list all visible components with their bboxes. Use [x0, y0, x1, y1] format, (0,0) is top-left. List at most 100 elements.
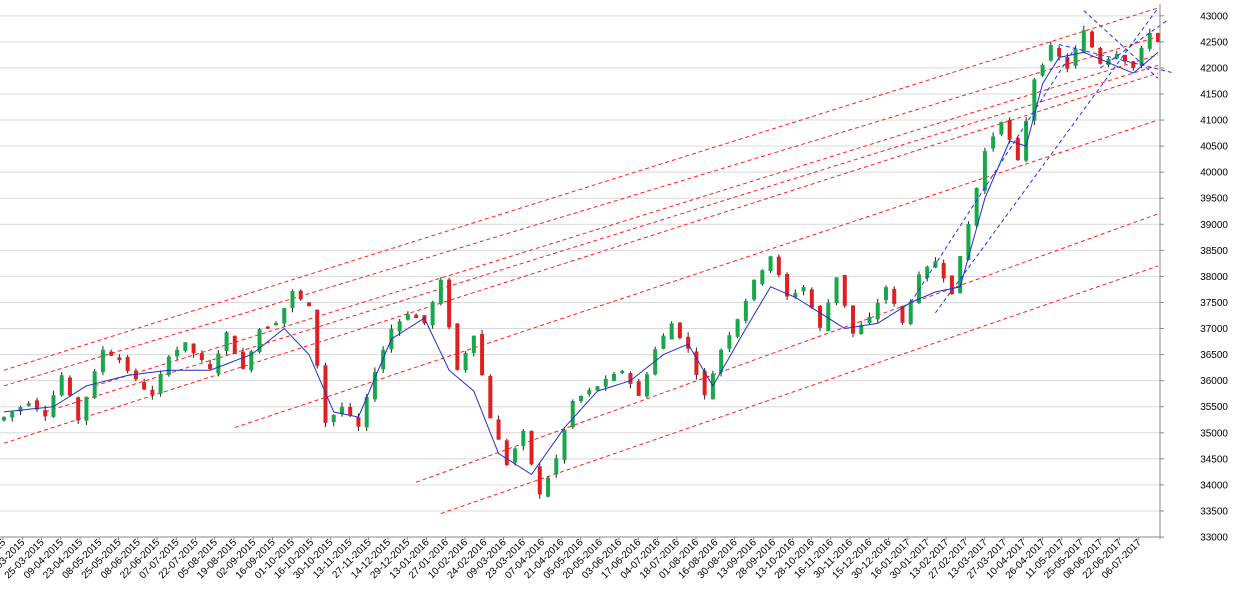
candle-up [661, 335, 666, 349]
candle-down [949, 275, 954, 295]
candle-down [686, 336, 691, 349]
channel-line [935, 7, 1159, 314]
candle-up [18, 407, 23, 412]
trend-line [94, 54, 1159, 387]
candle-down [677, 322, 682, 339]
candle-up [982, 151, 987, 191]
candle-up [397, 321, 402, 332]
channel-line [1058, 43, 1175, 74]
trend-line [3, 7, 1159, 371]
candle-up [719, 349, 724, 373]
candle-up [438, 279, 443, 304]
channel-line [1083, 10, 1159, 79]
candle-up [92, 371, 97, 398]
candle-up [554, 458, 559, 475]
candle-up [859, 325, 864, 335]
y-tick-label: 37000 [1200, 324, 1228, 335]
candle-up [166, 356, 171, 376]
candle-down [818, 305, 823, 328]
y-tick-label: 41500 [1200, 89, 1228, 100]
candle-down [34, 400, 39, 410]
candle-down [1090, 31, 1095, 48]
candle-up [1147, 32, 1152, 49]
candle-down [496, 419, 501, 440]
candle-down [941, 263, 946, 279]
x-axis: 25-02-201511-03-201525-03-201509-04-2015… [0, 536, 1160, 581]
candle-down [1015, 137, 1020, 161]
y-tick-label: 35000 [1200, 428, 1228, 439]
candle-down [191, 343, 196, 354]
candle-down [892, 288, 897, 304]
candle-down [488, 376, 493, 419]
candle-up [826, 302, 831, 332]
candle-up [216, 353, 221, 374]
candle-down [142, 382, 147, 390]
candle-down [851, 305, 856, 334]
candle-up [364, 396, 369, 428]
candle-up [768, 256, 773, 272]
candle-down [232, 335, 237, 354]
candle-up [867, 316, 872, 324]
candle-down [447, 279, 452, 328]
candle-up [801, 287, 806, 292]
candle-up [991, 136, 996, 149]
candle-down [1065, 57, 1070, 69]
candle-down [133, 370, 138, 380]
candle-down [809, 289, 814, 308]
candle-up [1048, 45, 1053, 61]
candle-down [348, 406, 353, 416]
candle-down [76, 397, 81, 421]
trend-lines [3, 7, 1159, 515]
candle-up [958, 256, 963, 294]
candle-up [274, 323, 279, 326]
candle-up [1024, 120, 1029, 161]
candle-up [339, 406, 344, 414]
candle-down [636, 381, 641, 396]
y-tick-label: 39000 [1200, 220, 1228, 231]
y-tick-label: 40000 [1200, 168, 1228, 179]
candle-up [1081, 30, 1086, 53]
candle-up [249, 351, 254, 371]
candle-up [793, 293, 798, 298]
candle-up [587, 390, 592, 395]
candle-up [562, 429, 567, 461]
candle-up [1032, 79, 1037, 121]
candle-down [504, 440, 509, 465]
candle-down [306, 302, 311, 307]
y-tick-label: 36500 [1200, 350, 1228, 361]
candle-up [282, 308, 287, 324]
candle-up [471, 335, 476, 354]
candle-down [241, 351, 246, 369]
candle-down [356, 417, 361, 427]
candle-up [224, 332, 229, 351]
candle-up [875, 302, 880, 320]
candle-down [694, 351, 699, 375]
candle-up [10, 411, 15, 418]
y-tick-label: 42500 [1200, 37, 1228, 48]
candle-down [199, 353, 204, 360]
channel-line [910, 46, 1076, 303]
y-axis: 33000 33500 34000 34500 35000 35500 36000 36500… [1159, 4, 1228, 544]
y-tick-label: 33000 [1200, 533, 1228, 544]
candle-up [974, 187, 979, 226]
y-tick-label: 42000 [1200, 63, 1228, 74]
candle-down [109, 351, 114, 356]
candle-up [430, 301, 435, 326]
candles [2, 25, 1160, 499]
candle-up [51, 395, 56, 417]
candle-up [463, 353, 468, 371]
candle-up [84, 396, 89, 421]
candle-up [620, 370, 625, 374]
candle-up [925, 266, 930, 279]
candle-down [900, 306, 905, 323]
candle-up [570, 401, 575, 428]
candle-up [405, 314, 410, 320]
candle-down [1007, 120, 1012, 140]
candle-up [158, 373, 163, 394]
candle-up [883, 287, 888, 301]
y-tick-label: 34000 [1200, 480, 1228, 491]
candle-up [999, 122, 1004, 135]
candle-up [257, 329, 262, 353]
candle-up [916, 274, 921, 303]
